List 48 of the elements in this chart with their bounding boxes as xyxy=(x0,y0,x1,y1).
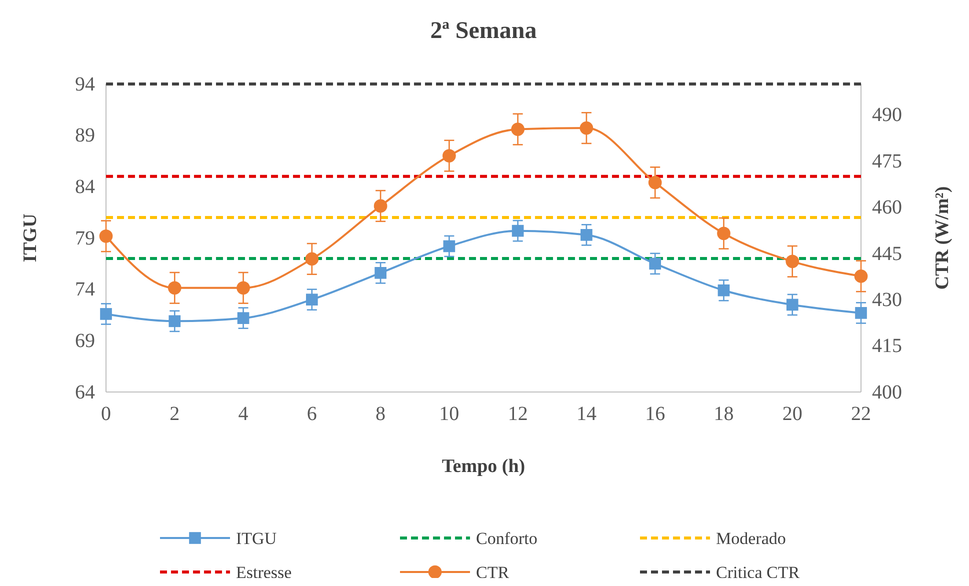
y-tick-label: 79 xyxy=(75,227,95,250)
x-tick-label: 20 xyxy=(782,403,802,426)
y-tick-label: 69 xyxy=(75,330,95,352)
point xyxy=(374,266,386,279)
y2-tick-label: 400 xyxy=(872,381,902,404)
point xyxy=(580,229,592,241)
x-axis-title: Tempo (h) xyxy=(442,456,526,477)
x-tick-label: 0 xyxy=(101,403,111,426)
legend-label: Critica CTR xyxy=(716,563,800,582)
point xyxy=(100,308,112,320)
x-tick-label: 18 xyxy=(714,403,734,426)
legend-label: Moderado xyxy=(716,529,786,548)
x-tick-label: 4 xyxy=(238,403,248,426)
y2-tick-label: 490 xyxy=(872,104,902,126)
y-tick-label: 64 xyxy=(75,381,95,404)
legend-label: ITGU xyxy=(236,529,277,548)
point xyxy=(306,294,318,306)
y2-axis-title: CTR (W/m²) xyxy=(932,186,953,290)
point xyxy=(168,315,181,328)
y-tick-label: 74 xyxy=(75,278,95,301)
y-tick-label: 89 xyxy=(75,124,95,147)
x-tick-label: 16 xyxy=(645,403,666,426)
x-tick-label: 2 xyxy=(170,403,180,426)
point xyxy=(374,199,388,213)
y2-tick-label: 415 xyxy=(872,335,902,358)
x-tick-label: 10 xyxy=(439,403,460,426)
point xyxy=(854,270,868,283)
point xyxy=(99,229,113,243)
y-axis-title: ITGU xyxy=(20,213,41,262)
y2-tick-label: 430 xyxy=(872,289,902,311)
y2-tick-label: 475 xyxy=(872,150,902,172)
point xyxy=(305,252,319,266)
y-tick-label: 84 xyxy=(75,176,95,198)
point xyxy=(649,258,662,270)
legend-label: Conforto xyxy=(476,529,538,548)
legend-label: CTR xyxy=(476,563,510,582)
x-tick-label: 22 xyxy=(851,403,871,426)
chart-title: 2ª Semana xyxy=(430,18,537,44)
y2-tick-label: 445 xyxy=(872,242,902,265)
x-tick-label: 8 xyxy=(376,403,386,426)
legend-label: Estresse xyxy=(236,563,292,582)
point xyxy=(855,307,867,319)
y-tick-label: 94 xyxy=(75,73,95,96)
y2-tick-label: 460 xyxy=(872,196,902,219)
point xyxy=(580,121,594,135)
x-tick-label: 14 xyxy=(576,403,596,426)
x-tick-label: 6 xyxy=(306,403,317,426)
x-tick-label: 12 xyxy=(508,403,528,426)
